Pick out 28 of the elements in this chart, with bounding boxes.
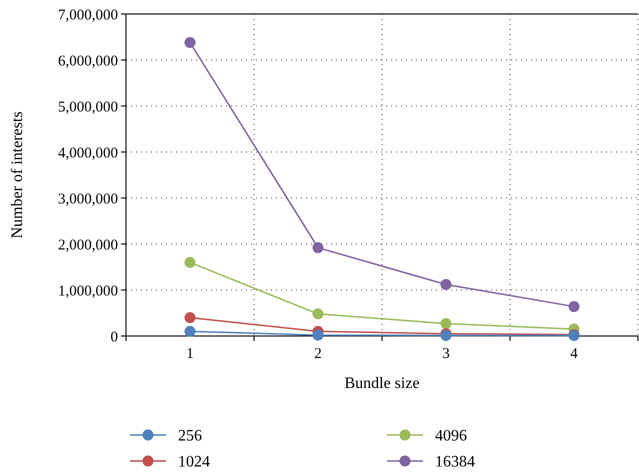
point: [184, 312, 196, 324]
legend-label: 16384: [435, 454, 475, 471]
point: [312, 330, 324, 341]
y-tick-label: 3,000,000: [58, 191, 118, 208]
x-tick-label: 2: [314, 346, 322, 362]
x-tick-label: 1: [186, 346, 194, 362]
point: [568, 301, 580, 312]
legend-label: 1024: [178, 454, 210, 471]
point: [184, 256, 196, 268]
point: [440, 278, 452, 290]
y-tick-label: 7,000,000: [58, 7, 118, 24]
point: [440, 318, 452, 330]
point: [184, 326, 196, 337]
y-axis-title: Number of interests: [9, 111, 26, 239]
y-tick-label: 2,000,000: [58, 237, 118, 254]
legend-label: 4096: [435, 428, 467, 445]
point: [184, 37, 196, 48]
x-tick-label: 3: [442, 346, 450, 362]
x-tick-label: 4: [570, 346, 578, 362]
point: [312, 242, 324, 254]
legend-label: 256: [178, 428, 202, 445]
point: [312, 308, 324, 320]
y-tick-label: 1,000,000: [58, 283, 118, 300]
y-tick-label: 5,000,000: [58, 99, 118, 116]
y-tick-label: 4,000,000: [58, 145, 118, 162]
y-tick-label: 0: [110, 329, 118, 346]
y-tick-label: 6,000,000: [58, 53, 118, 70]
x-axis-title: Bundle size: [344, 375, 420, 392]
